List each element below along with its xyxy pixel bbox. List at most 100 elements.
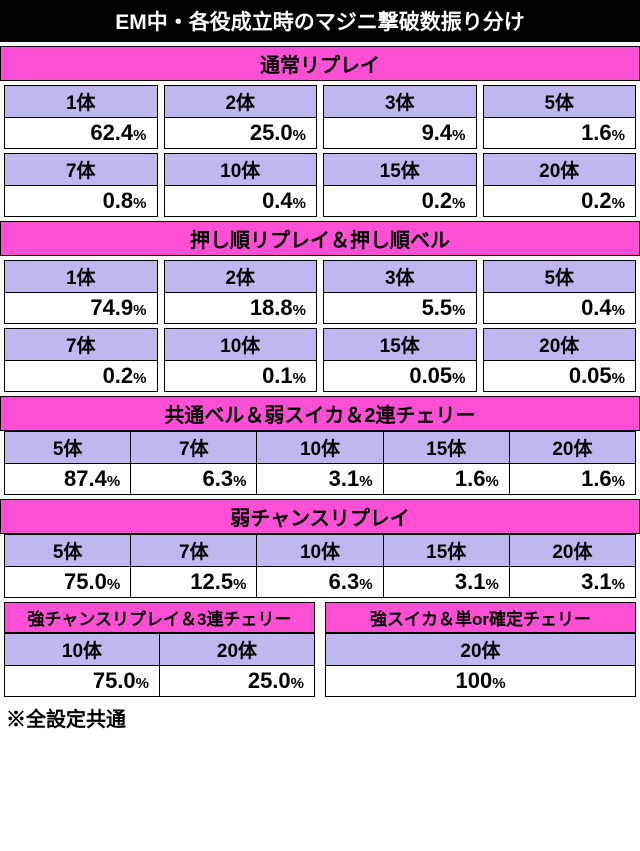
- cell-block: 2体18.8%: [164, 260, 318, 324]
- cell-block: 10体0.1%: [164, 328, 318, 392]
- label-cell: 20体: [510, 431, 636, 464]
- section: 押し順リプレイ＆押し順ベル1体74.9%2体18.8%3体5.5%5体0.4%7…: [0, 221, 640, 392]
- value-cell: 100%: [325, 666, 636, 697]
- label-cell: 20体: [483, 153, 637, 186]
- label-cell: 1体: [4, 260, 158, 293]
- label-cell: 10体: [4, 633, 160, 666]
- label-cell: 20体: [160, 633, 315, 666]
- value-cell: 9.4%: [323, 118, 477, 149]
- cell-block: 7体0.8%: [4, 153, 158, 217]
- value-cell: 25.0%: [160, 666, 315, 697]
- label-cell: 3体: [323, 260, 477, 293]
- value-cell: 3.1%: [510, 567, 636, 598]
- cell-block: 20体0.2%: [483, 153, 637, 217]
- value-cell: 25.0%: [164, 118, 318, 149]
- section-header: 押し順リプレイ＆押し順ベル: [0, 221, 640, 256]
- section: 通常リプレイ1体62.4%2体25.0%3体9.4%5体1.6%7体0.8%10…: [0, 46, 640, 217]
- label-cell: 15体: [384, 431, 510, 464]
- value-cell: 0.8%: [4, 186, 158, 217]
- cell-block: 3体9.4%: [323, 85, 477, 149]
- section-header: 弱チャンスリプレイ: [0, 499, 640, 534]
- label-cell: 2体: [164, 85, 318, 118]
- page-title: EM中・各役成立時のマジニ撃破数振り分け: [0, 0, 640, 42]
- label-row: 5体7体10体15体20体: [4, 534, 636, 567]
- value-cell: 0.2%: [323, 186, 477, 217]
- value-row: 75.0%25.0%: [4, 666, 315, 697]
- value-cell: 3.1%: [384, 567, 510, 598]
- cell-block: 5体1.6%: [483, 85, 637, 149]
- value-cell: 0.05%: [483, 361, 637, 392]
- section: 強チャンスリプレイ＆3連チェリー10体20体75.0%25.0%: [4, 602, 315, 697]
- label-cell: 20体: [483, 328, 637, 361]
- footnote: ※全設定共通: [0, 697, 640, 742]
- label-cell: 20体: [510, 534, 636, 567]
- section: 強スイカ＆単or確定チェリー20体100%: [325, 602, 636, 697]
- value-cell: 75.0%: [4, 567, 131, 598]
- value-cell: 0.4%: [483, 293, 637, 324]
- value-cell: 0.05%: [323, 361, 477, 392]
- value-cell: 6.3%: [257, 567, 383, 598]
- label-cell: 2体: [164, 260, 318, 293]
- value-cell: 0.1%: [164, 361, 318, 392]
- cell-block: 5体0.4%: [483, 260, 637, 324]
- label-cell: 3体: [323, 85, 477, 118]
- table-row: 7体0.2%10体0.1%15体0.05%20体0.05%: [0, 328, 640, 392]
- cell-block: 15体0.2%: [323, 153, 477, 217]
- label-cell: 15体: [323, 153, 477, 186]
- label-cell: 10体: [257, 431, 383, 464]
- value-cell: 6.3%: [131, 464, 257, 495]
- section: 共通ベル＆弱スイカ＆2連チェリー5体7体10体15体20体87.4%6.3%3.…: [0, 396, 640, 495]
- value-cell: 1.6%: [483, 118, 637, 149]
- label-cell: 7体: [131, 431, 257, 464]
- value-cell: 1.6%: [510, 464, 636, 495]
- label-cell: 5体: [4, 431, 131, 464]
- value-cell: 18.8%: [164, 293, 318, 324]
- cell-block: 1体62.4%: [4, 85, 158, 149]
- section-header: 強チャンスリプレイ＆3連チェリー: [4, 602, 315, 633]
- value-cell: 75.0%: [4, 666, 160, 697]
- label-row: 10体20体: [4, 633, 315, 666]
- label-cell: 10体: [164, 153, 318, 186]
- cell-block: 15体0.05%: [323, 328, 477, 392]
- table-row: 7体0.8%10体0.4%15体0.2%20体0.2%: [0, 153, 640, 217]
- label-cell: 10体: [164, 328, 318, 361]
- value-cell: 0.2%: [4, 361, 158, 392]
- cell-block: 20体0.05%: [483, 328, 637, 392]
- value-row: 87.4%6.3%3.1%1.6%1.6%: [4, 464, 636, 495]
- cell-block: 2体25.0%: [164, 85, 318, 149]
- value-row: 75.0%12.5%6.3%3.1%3.1%: [4, 567, 636, 598]
- label-cell: 10体: [257, 534, 383, 567]
- label-cell: 7体: [4, 153, 158, 186]
- value-cell: 62.4%: [4, 118, 158, 149]
- value-cell: 1.6%: [384, 464, 510, 495]
- cell-block: 10体0.4%: [164, 153, 318, 217]
- section-header: 共通ベル＆弱スイカ＆2連チェリー: [0, 396, 640, 431]
- cell-block: 3体5.5%: [323, 260, 477, 324]
- label-cell: 20体: [325, 633, 636, 666]
- label-cell: 15体: [323, 328, 477, 361]
- value-cell: 74.9%: [4, 293, 158, 324]
- table-row: 1体74.9%2体18.8%3体5.5%5体0.4%: [0, 260, 640, 324]
- value-cell: 12.5%: [131, 567, 257, 598]
- label-cell: 5体: [483, 85, 637, 118]
- table-row: 1体62.4%2体25.0%3体9.4%5体1.6%: [0, 85, 640, 149]
- label-cell: 7体: [4, 328, 158, 361]
- value-row: 100%: [325, 666, 636, 697]
- label-cell: 15体: [384, 534, 510, 567]
- value-cell: 87.4%: [4, 464, 131, 495]
- label-row: 20体: [325, 633, 636, 666]
- label-cell: 1体: [4, 85, 158, 118]
- label-cell: 5体: [4, 534, 131, 567]
- section-header: 通常リプレイ: [0, 46, 640, 81]
- label-cell: 7体: [131, 534, 257, 567]
- section-header: 強スイカ＆単or確定チェリー: [325, 602, 636, 633]
- label-row: 5体7体10体15体20体: [4, 431, 636, 464]
- label-cell: 5体: [483, 260, 637, 293]
- section: 弱チャンスリプレイ5体7体10体15体20体75.0%12.5%6.3%3.1%…: [0, 499, 640, 598]
- value-cell: 5.5%: [323, 293, 477, 324]
- cell-block: 1体74.9%: [4, 260, 158, 324]
- value-cell: 3.1%: [257, 464, 383, 495]
- value-cell: 0.2%: [483, 186, 637, 217]
- value-cell: 0.4%: [164, 186, 318, 217]
- cell-block: 7体0.2%: [4, 328, 158, 392]
